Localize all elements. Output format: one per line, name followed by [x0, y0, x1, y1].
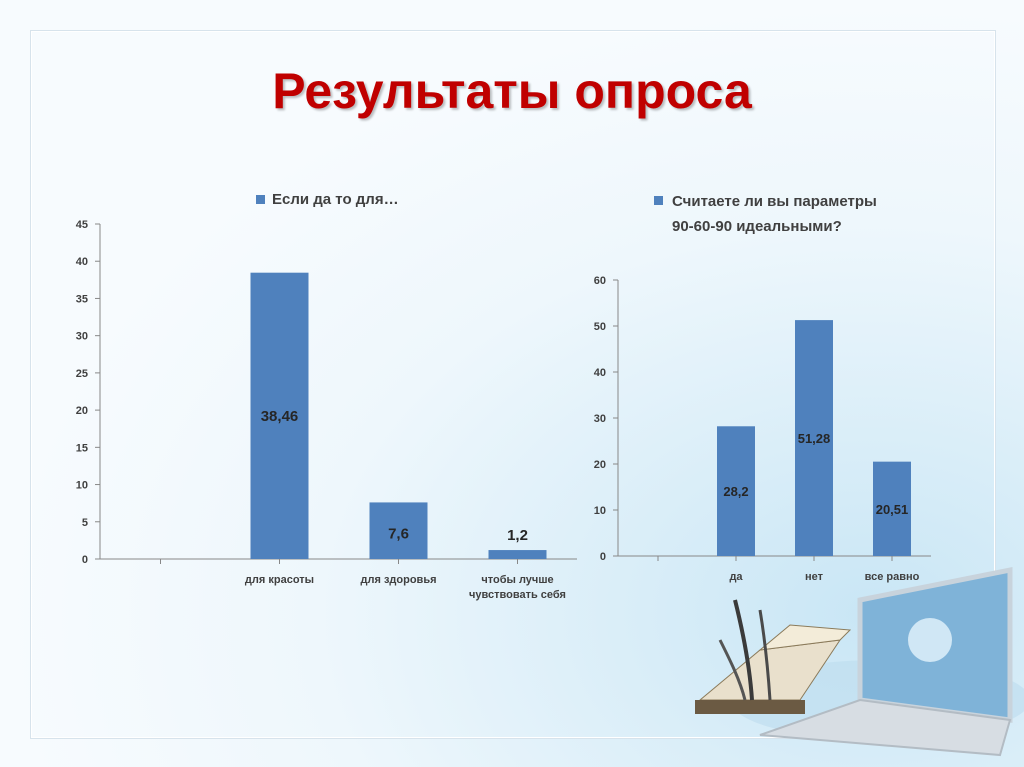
- legend-label-line-2: 90-60-90 идеальными?: [672, 218, 842, 235]
- category-label: нет: [805, 571, 824, 583]
- bar: [369, 502, 428, 559]
- data-labels: 28,2 51,28 20,51: [723, 431, 908, 517]
- bars: [717, 320, 911, 556]
- data-label: 28,2: [723, 484, 748, 499]
- y-tick-label: 5: [82, 517, 88, 529]
- y-tick-label: 0: [82, 554, 88, 566]
- y-tick-label: 20: [594, 459, 606, 471]
- y-tick-label: 40: [76, 256, 88, 268]
- bar: [795, 320, 833, 556]
- category-label: для красоты: [245, 574, 314, 586]
- y-tick-label: 30: [594, 413, 606, 425]
- data-label: 1,2: [507, 527, 528, 544]
- legend-label-line-1: Считаете ли вы параметры: [672, 193, 877, 210]
- data-labels: 38,46 7,6 1,2: [261, 408, 528, 544]
- legend-swatch: [654, 196, 663, 205]
- bar: [717, 426, 755, 556]
- category-label: чувствовать себя: [469, 589, 566, 601]
- y-tick-label: 15: [76, 442, 88, 454]
- slide-frame: [30, 30, 996, 739]
- data-label: 51,28: [798, 431, 831, 446]
- category-label: чтобы лучше: [481, 574, 553, 586]
- y-tick-label: 10: [76, 480, 88, 492]
- data-label: 7,6: [388, 526, 409, 543]
- y-tick-label: 50: [594, 321, 606, 333]
- y-tick-label: 20: [76, 405, 88, 417]
- y-tick-label: 10: [594, 505, 606, 517]
- y-tick-label: 35: [76, 293, 88, 305]
- data-label: 38,46: [261, 408, 299, 425]
- legend-label: Если да то для…: [272, 191, 399, 208]
- bars: [250, 272, 547, 559]
- category-label: да: [729, 571, 743, 583]
- legend-swatch: [256, 195, 265, 204]
- bar: [873, 461, 911, 556]
- bar: [250, 272, 309, 559]
- category-label: все равно: [865, 571, 920, 583]
- slide-title: Результаты опроса: [272, 63, 752, 119]
- y-tick-label: 45: [76, 219, 88, 231]
- y-tick-label: 60: [594, 275, 606, 287]
- data-label: 20,51: [876, 502, 909, 517]
- y-tick-label: 25: [76, 368, 88, 380]
- y-tick-label: 0: [600, 551, 606, 563]
- bar: [488, 550, 547, 559]
- y-tick-label: 30: [76, 331, 88, 343]
- y-tick-label: 40: [594, 367, 606, 379]
- category-label: для здоровья: [361, 574, 437, 586]
